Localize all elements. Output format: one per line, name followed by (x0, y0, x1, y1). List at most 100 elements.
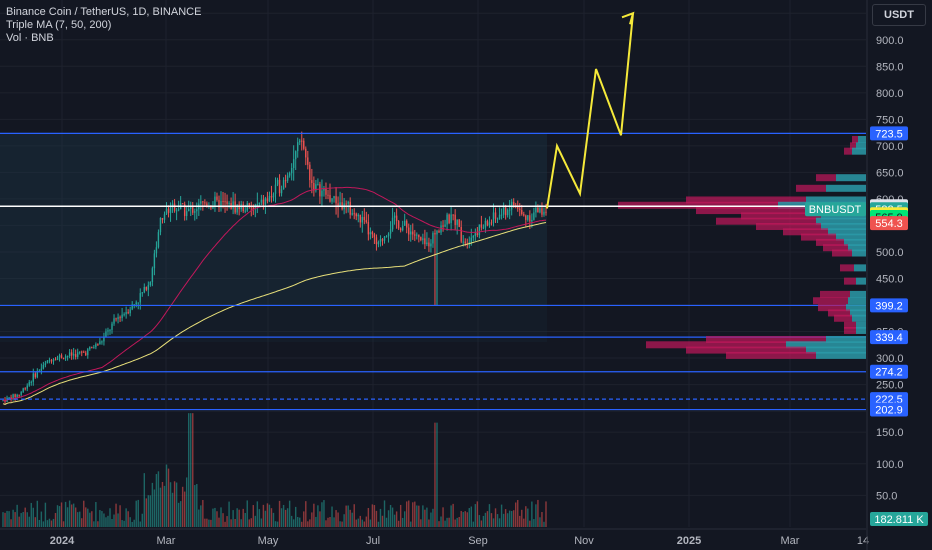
candle-body (145, 287, 148, 290)
candle-body (153, 253, 156, 269)
volume-bar (343, 514, 345, 527)
volume-bar (531, 501, 533, 527)
volume-profile-down (726, 351, 816, 359)
candle-body (533, 212, 535, 220)
candle-body (127, 312, 129, 314)
volume-profile-down (696, 207, 806, 215)
candle-body (62, 358, 65, 360)
candle-body (406, 220, 408, 228)
candle-body (14, 394, 16, 397)
volume-bar (262, 504, 265, 527)
volume-bar (68, 500, 71, 527)
volume-profile-down (801, 233, 836, 241)
volume-bar (81, 518, 83, 527)
projection-path (546, 13, 634, 209)
volume-bar (210, 519, 212, 527)
volume-bar (335, 510, 337, 527)
candle-body (188, 208, 190, 212)
volume-profile-down (850, 142, 856, 150)
candle-body (276, 179, 279, 185)
volume-profile-down (796, 184, 826, 192)
volume-bar (470, 506, 473, 527)
volume-bar (393, 514, 396, 527)
candle-body (282, 180, 285, 190)
volume-profile-up (848, 297, 866, 305)
candle-body (60, 355, 63, 359)
candle-body (20, 391, 22, 395)
candle-body (192, 207, 194, 213)
volume-bar (506, 513, 509, 527)
volume-profile-up (858, 136, 866, 144)
volume-bar (139, 521, 141, 527)
volume-bar (299, 517, 301, 527)
volume-label[interactable]: Vol · BNB (6, 32, 54, 44)
candle-body (48, 360, 51, 362)
volume-bar (74, 507, 77, 527)
volume-profile-up (806, 346, 866, 354)
volume-bar (462, 512, 464, 527)
ma50-line (2, 186, 547, 402)
volume-bar (56, 505, 59, 527)
volume-bar (347, 505, 349, 527)
volume-profile-down (618, 201, 778, 209)
candle-body (452, 214, 454, 216)
volume-bar (270, 508, 273, 527)
y-tick-label: 450.0 (876, 273, 904, 285)
candle-body (173, 203, 176, 211)
volume-bar (282, 504, 285, 527)
volume-tick-label: 150.0 (876, 427, 904, 439)
volume-profile-up (806, 196, 866, 204)
candle-body (531, 219, 533, 222)
volume-bar (383, 500, 386, 527)
volume-profile-up (826, 335, 866, 343)
candle-body (418, 234, 420, 238)
candle-body (422, 238, 424, 240)
indicator-label[interactable]: Triple MA (7, 50, 200) (6, 19, 112, 31)
candle-body (486, 220, 489, 226)
x-tick-label: Jul (366, 535, 380, 547)
candle-body (12, 394, 14, 400)
volume-bar (76, 512, 79, 527)
volume-bar (50, 520, 53, 527)
volume-bar (458, 517, 460, 527)
volume-bar (490, 513, 493, 527)
candle-body (373, 234, 376, 238)
volume-bar (46, 520, 49, 527)
candle-body (194, 211, 196, 213)
candle-body (185, 211, 188, 216)
candle-body (16, 394, 18, 397)
candle-body (523, 214, 525, 216)
candle-body (292, 159, 295, 168)
candle-body (129, 309, 131, 314)
candle-body (135, 302, 137, 305)
currency-button[interactable]: USDT (872, 4, 926, 26)
volume-bar (504, 509, 507, 527)
candle-body (508, 209, 511, 211)
volume-bar (414, 501, 416, 527)
candle-body (403, 220, 406, 226)
candle-body (450, 214, 452, 224)
volume-bar (246, 500, 248, 527)
volume-profile-up (856, 321, 866, 329)
volume-bar (430, 512, 432, 527)
symbol-title[interactable]: Binance Coin / TetherUS, 1D, BINANCE (6, 6, 202, 18)
volume-bar (401, 517, 404, 527)
volume-bar (165, 464, 168, 527)
volume-bar (288, 500, 291, 527)
volume-bar (496, 514, 499, 527)
volume-profile-down (646, 341, 786, 349)
volume-bar (28, 516, 30, 527)
candle-body (321, 190, 323, 197)
volume-bar (169, 482, 172, 527)
volume-profile-up (856, 277, 866, 285)
volume-bar (353, 504, 355, 527)
volume-bar (242, 508, 244, 527)
volume-bar (428, 519, 430, 527)
volume-bar (349, 509, 351, 527)
volume-bar (133, 519, 135, 527)
level-tag-label: 339.4 (875, 332, 903, 344)
volume-bar (325, 520, 327, 527)
candle-body (181, 203, 184, 205)
